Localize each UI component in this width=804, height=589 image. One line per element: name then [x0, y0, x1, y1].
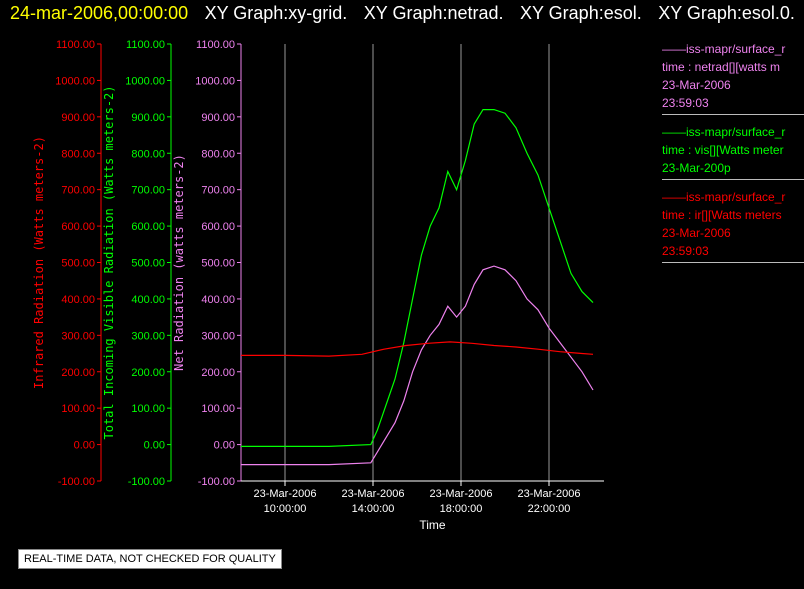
- legend-netrad-time: 23:59:03: [662, 96, 709, 110]
- y-tick-label-0-9: 200.00: [61, 367, 95, 379]
- graph-title-esol0: XY Graph:esol.0.: [658, 3, 795, 23]
- y-tick-label-1-5: 600.00: [131, 221, 165, 233]
- legend-vis-variable: time : vis[][Watts meter: [662, 143, 784, 157]
- y-tick-label-1-6: 500.00: [131, 258, 165, 270]
- x-tick-label-time-1: 14:00:00: [352, 503, 395, 515]
- series-line-0: [241, 108, 594, 447]
- y-tick-label-2-10: 100.00: [201, 403, 235, 415]
- legend-vis-date: 23-Mar-200p: [662, 161, 731, 175]
- title-bar: 24-mar-2006,00:00:00 XY Graph:xy-grid. X…: [0, 0, 804, 28]
- y-tick-label-1-11: 0.00: [144, 440, 165, 452]
- y-tick-label-2-0: 1100.00: [196, 39, 235, 51]
- y-tick-label-1-7: 400.00: [131, 294, 165, 306]
- y-tick-label-2-3: 800.00: [201, 148, 235, 160]
- y-tick-label-0-11: 0.00: [74, 440, 95, 452]
- y-tick-label-2-7: 400.00: [201, 294, 235, 306]
- graph-title-esol: XY Graph:esol.: [519, 3, 642, 23]
- y-tick-label-2-2: 900.00: [201, 112, 235, 124]
- y-tick-label-1-8: 300.00: [131, 330, 165, 342]
- y-tick-label-0-2: 900.00: [61, 112, 95, 124]
- y-tick-label-2-4: 700.00: [201, 185, 235, 197]
- quality-disclaimer: REAL-TIME DATA, NOT CHECKED FOR QUALITY: [18, 549, 282, 569]
- y-tick-label-1-12: -100.00: [128, 476, 165, 488]
- graph-title-xy-grid: XY Graph:xy-grid.: [204, 3, 348, 23]
- legend-netrad-source: ——iss-mapr/surface_r: [662, 42, 786, 56]
- y-tick-label-0-5: 600.00: [61, 221, 95, 233]
- y-tick-label-2-8: 300.00: [201, 330, 235, 342]
- y-tick-label-1-1: 1000.00: [125, 75, 165, 87]
- y-tick-label-2-5: 600.00: [201, 221, 235, 233]
- y-tick-label-0-0: 1100.00: [56, 39, 95, 51]
- y-tick-label-0-4: 700.00: [61, 185, 95, 197]
- y-axis-label-0: Infrared Radiation (Watts meters-2): [32, 136, 46, 389]
- y-tick-label-1-10: 100.00: [131, 403, 165, 415]
- y-tick-label-2-11: 0.00: [214, 440, 235, 452]
- y-tick-label-0-1: 1000.00: [55, 75, 95, 87]
- y-tick-label-0-6: 500.00: [61, 258, 95, 270]
- legend-vis-source: ——iss-mapr/surface_r: [662, 125, 786, 139]
- series-line-1: [241, 265, 594, 466]
- legend-entry-vis: ——iss-mapr/surface_r time : vis[][Watts …: [662, 123, 804, 180]
- graph-title-netrad: XY Graph:netrad.: [363, 3, 504, 23]
- x-tick-label-date-3: 23-Mar-2006: [518, 488, 581, 500]
- x-tick-label-date-0: 23-Mar-2006: [254, 488, 317, 500]
- legend: ——iss-mapr/surface_r time : netrad[][wat…: [662, 40, 804, 271]
- legend-entry-ir: ——iss-mapr/surface_r time : ir[][Watts m…: [662, 188, 804, 263]
- x-axis-label: Time: [419, 518, 446, 532]
- y-tick-label-2-1: 1000.00: [195, 75, 235, 87]
- legend-ir-date: 23-Mar-2006: [662, 226, 731, 240]
- x-tick-label-time-2: 18:00:00: [440, 503, 483, 515]
- y-tick-label-1-4: 700.00: [131, 185, 165, 197]
- y-tick-label-2-12: -100.00: [198, 476, 235, 488]
- y-axis-label-1: Total Incoming Visible Radiation (Watts …: [102, 85, 116, 439]
- y-tick-label-1-0: 1100.00: [126, 39, 165, 51]
- y-tick-label-1-3: 800.00: [131, 148, 165, 160]
- legend-ir-time: 23:59:03: [662, 244, 709, 258]
- y-tick-label-1-2: 900.00: [131, 112, 165, 124]
- x-tick-label-date-2: 23-Mar-2006: [430, 488, 493, 500]
- y-tick-label-0-7: 400.00: [61, 294, 95, 306]
- legend-netrad-date: 23-Mar-2006: [662, 78, 731, 92]
- series-line-2: [241, 341, 594, 357]
- y-tick-label-0-12: -100.00: [58, 476, 95, 488]
- y-tick-label-2-6: 500.00: [201, 258, 235, 270]
- y-tick-label-2-9: 200.00: [201, 367, 235, 379]
- legend-netrad-variable: time : netrad[][watts m: [662, 60, 781, 74]
- y-tick-label-1-9: 200.00: [131, 367, 165, 379]
- legend-entry-netrad: ——iss-mapr/surface_r time : netrad[][wat…: [662, 40, 804, 115]
- x-tick-label-date-1: 23-Mar-2006: [342, 488, 405, 500]
- x-tick-label-time-3: 22:00:00: [528, 503, 571, 515]
- y-axis-label-2: Net Radiation (watts meters-2): [172, 154, 186, 371]
- date-stamp: 24-mar-2006,00:00:00: [10, 3, 189, 23]
- y-tick-label-0-8: 300.00: [61, 330, 95, 342]
- legend-ir-variable: time : ir[][Watts meters: [662, 208, 782, 222]
- y-tick-label-0-3: 800.00: [61, 148, 95, 160]
- y-tick-label-0-10: 100.00: [61, 403, 95, 415]
- legend-ir-source: ——iss-mapr/surface_r: [662, 190, 786, 204]
- x-tick-label-time-0: 10:00:00: [264, 503, 307, 515]
